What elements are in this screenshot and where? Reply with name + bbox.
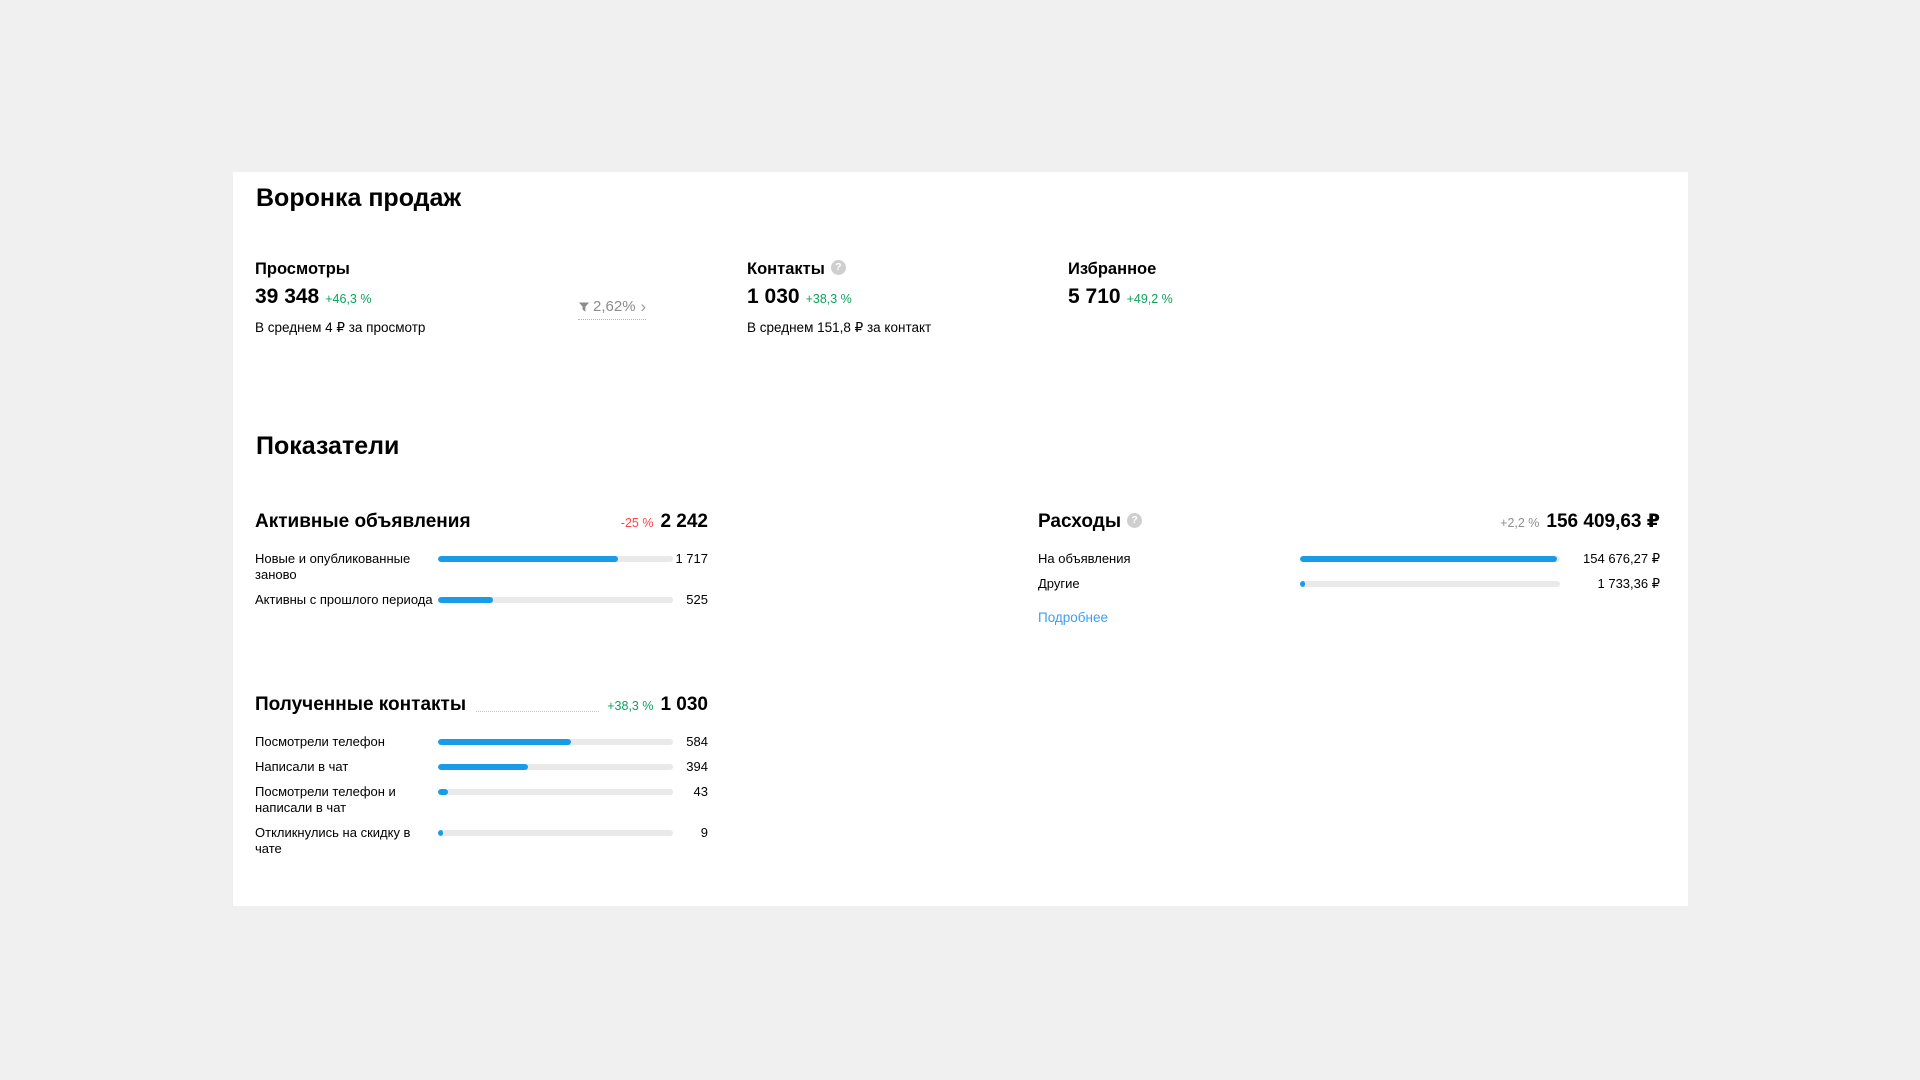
metric-contacts-delta: +38,3 % xyxy=(805,292,852,306)
help-icon[interactable]: ? xyxy=(1127,513,1143,528)
received-contacts-block: Полученные контакты +38,3 % 1 030 Посмот… xyxy=(255,693,708,866)
bar-row-value: 1 717 xyxy=(675,551,708,566)
funnel-icon xyxy=(579,302,589,312)
bar-fill xyxy=(1300,581,1305,587)
dotted-leader xyxy=(476,711,600,712)
bar-row: Другие 1 733,36 ₽ xyxy=(1038,576,1660,601)
metric-views-delta: +46,3 % xyxy=(325,292,372,306)
active-listings-block: Активные объявления -25 % 2 242 Новые и … xyxy=(255,510,708,617)
metric-favorites: Избранное 5 710 +49,2 % xyxy=(1068,258,1173,311)
help-icon[interactable]: ? xyxy=(830,259,846,275)
bar-row-label: Другие xyxy=(1038,576,1080,591)
received-contacts-delta: +38,3 % xyxy=(607,699,654,713)
active-listings-header: Активные объявления -25 % 2 242 xyxy=(255,510,708,534)
bar-row: Посмотрели телефон 584 xyxy=(255,734,708,759)
metric-views-note: В среднем 4 ₽ за просмотр xyxy=(255,320,426,335)
metric-favorites-value: 5 710 xyxy=(1068,285,1121,308)
bar-fill xyxy=(438,597,493,603)
metric-contacts-value: 1 030 xyxy=(747,285,800,308)
indicators-section-title: Показатели xyxy=(256,432,400,460)
metric-views: Просмотры 39 348 +46,3 % В среднем 4 ₽ з… xyxy=(255,258,425,336)
expenses-title: Расходы ? xyxy=(1038,510,1143,534)
received-contacts-total: 1 030 xyxy=(660,694,708,715)
bar-row-value: 584 xyxy=(686,734,708,749)
bar-row: Активны с прошлого периода 525 xyxy=(255,592,708,617)
active-listings-delta: -25 % xyxy=(620,516,654,530)
bar-row-label: Написали в чат xyxy=(255,759,349,774)
bar-track xyxy=(438,789,673,795)
chevron-right-icon: › xyxy=(640,297,647,316)
metric-favorites-delta: +49,2 % xyxy=(1126,292,1173,306)
active-listings-total: 2 242 xyxy=(660,511,708,532)
bar-fill xyxy=(438,764,528,770)
bar-track xyxy=(438,830,673,836)
metric-views-value: 39 348 xyxy=(255,285,320,308)
bar-row-label: Посмотрели телефон xyxy=(255,734,385,749)
bar-fill xyxy=(438,739,572,745)
expenses-block: Расходы ? +2,2 % 156 409,63 ₽ На объявле… xyxy=(1038,510,1660,627)
bar-row: Откликнулись на скидку в чате 9 xyxy=(255,825,708,866)
expenses-delta: +2,2 % xyxy=(1500,516,1540,530)
bar-row: Новые и опубликованные заново 1 717 xyxy=(255,551,708,592)
analytics-card: Воронка продаж Просмотры 39 348 +46,3 % … xyxy=(233,172,1688,906)
bar-track xyxy=(438,764,673,770)
metric-favorites-label: Избранное xyxy=(1068,260,1157,278)
metric-contacts-label: Контакты xyxy=(747,260,825,278)
bar-track xyxy=(438,556,673,562)
bar-track xyxy=(1300,556,1560,562)
metric-contacts: Контакты ? 1 030 +38,3 % В среднем 151,8… xyxy=(747,258,931,336)
bar-row-value: 1 733,36 ₽ xyxy=(1597,576,1661,591)
bar-row: На объявления 154 676,27 ₽ xyxy=(1038,551,1660,576)
received-contacts-header[interactable]: Полученные контакты +38,3 % 1 030 xyxy=(255,693,708,717)
received-contacts-title: Полученные контакты xyxy=(255,694,467,715)
views-to-contacts-conversion-badge[interactable]: 2,62% › xyxy=(578,297,647,320)
bar-row-label: Новые и опубликованные заново xyxy=(255,551,411,582)
expenses-title-text: Расходы xyxy=(1038,511,1122,532)
expenses-total: 156 409,63 ₽ xyxy=(1546,511,1660,532)
bar-row-value: 9 xyxy=(700,825,708,840)
metric-views-label: Просмотры xyxy=(255,260,350,278)
bar-track xyxy=(438,739,673,745)
conversion-value: 2,62% xyxy=(593,298,636,315)
bar-row-value: 525 xyxy=(686,592,708,607)
active-listings-title: Активные объявления xyxy=(255,511,471,532)
metric-contacts-note: В среднем 151,8 ₽ за контакт xyxy=(747,320,932,335)
expenses-header: Расходы ? +2,2 % 156 409,63 ₽ xyxy=(1038,510,1660,534)
expenses-details-link[interactable]: Подробнее xyxy=(1038,610,1109,625)
bar-row-value: 154 676,27 ₽ xyxy=(1583,551,1660,566)
bar-row: Написали в чат 394 xyxy=(255,759,708,784)
bar-row-label: Активны с прошлого периода xyxy=(255,592,433,607)
bar-fill xyxy=(438,556,618,562)
bar-fill xyxy=(438,789,448,795)
bar-row: Посмотрели телефон и написали в чат 43 xyxy=(255,784,708,825)
bar-row-label: На объявления xyxy=(1038,551,1131,566)
bar-track xyxy=(1300,581,1560,587)
bar-row-value: 43 xyxy=(693,784,708,799)
bar-row-value: 394 xyxy=(686,759,708,774)
bar-row-label: Посмотрели телефон и написали в чат xyxy=(255,784,396,815)
bar-fill xyxy=(1300,556,1558,562)
bar-track xyxy=(438,597,673,603)
bar-row-label: Откликнулись на скидку в чате xyxy=(255,825,411,856)
funnel-section-title: Воронка продаж xyxy=(256,184,462,212)
bar-fill xyxy=(438,830,443,836)
